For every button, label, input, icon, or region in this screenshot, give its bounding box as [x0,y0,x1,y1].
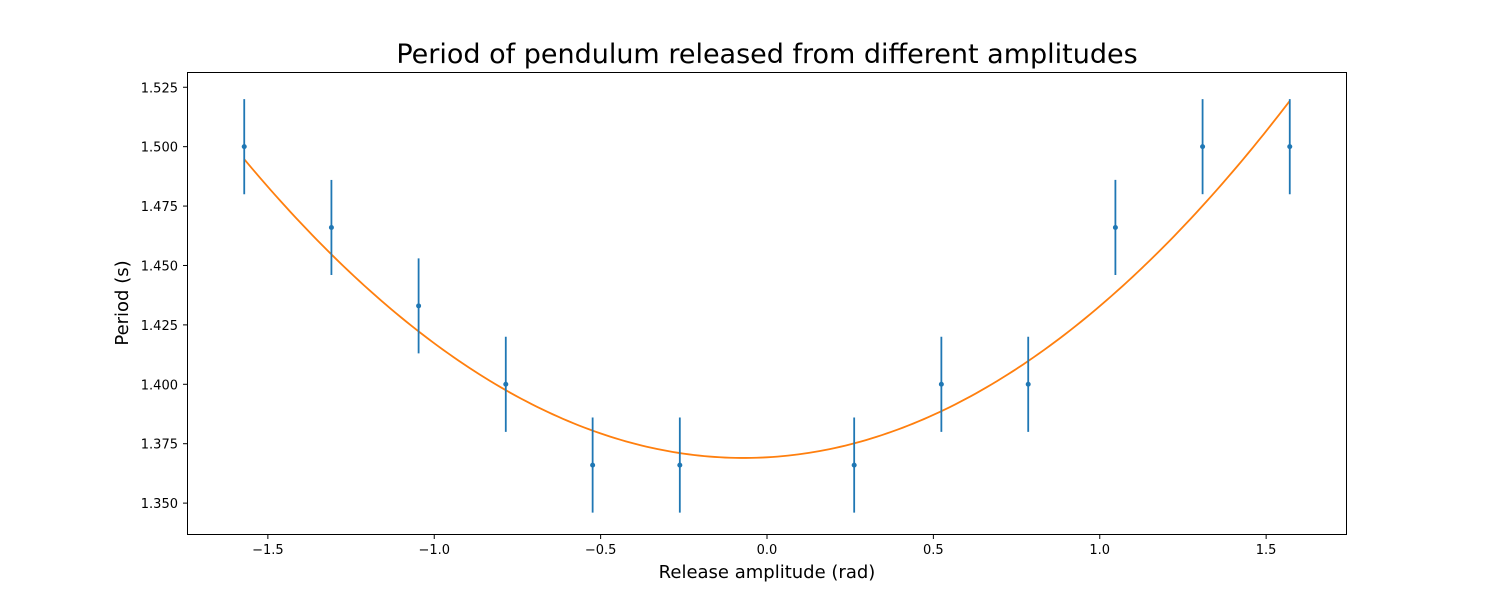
errorbar-layer [241,99,1293,513]
fit-curve-line [243,100,1291,459]
x-tick-label: 1.5 [1256,543,1277,558]
x-tick-label: 0.5 [923,543,944,558]
data-point [1112,224,1118,230]
data-point [590,462,596,468]
x-tick-label: 1.0 [1089,543,1110,558]
x-tick-label: 0.0 [757,543,778,558]
data-point [1200,144,1206,150]
data-point [851,462,857,468]
y-tick-label: 1.400 [141,378,178,393]
x-tick-label: −1.0 [418,543,450,558]
y-tick-label: 1.525 [141,81,178,96]
plot-frame [187,72,1347,535]
x-axis-label: Release amplitude (rad) [659,562,876,583]
x-tick-label: −0.5 [585,543,617,558]
y-tick-label: 1.350 [141,497,178,512]
y-tick-label: 1.425 [141,319,178,334]
y-axis-label: Period (s) [112,260,133,345]
x-ticks: −1.5 −1.0 −0.5 0.0 0.5 1.0 1.5 [252,534,1276,558]
fit-curve-layer [243,100,1291,459]
data-point [1287,144,1293,150]
data-point [241,144,247,150]
data-point [328,224,334,230]
y-tick-label: 1.475 [141,200,178,215]
data-point [503,381,509,387]
y-tick-label: 1.450 [141,259,178,274]
y-tick-label: 1.375 [141,438,178,453]
y-ticks: 1.350 1.375 1.400 1.425 1.450 1.475 1.500 1.525 [141,81,188,512]
data-point [938,381,944,387]
data-point [1025,381,1031,387]
chart-title: Period of pendulum released from differe… [396,39,1137,70]
y-tick-label: 1.500 [141,141,178,156]
data-point [416,303,422,309]
data-point [677,462,683,468]
x-tick-label: −1.5 [252,543,284,558]
